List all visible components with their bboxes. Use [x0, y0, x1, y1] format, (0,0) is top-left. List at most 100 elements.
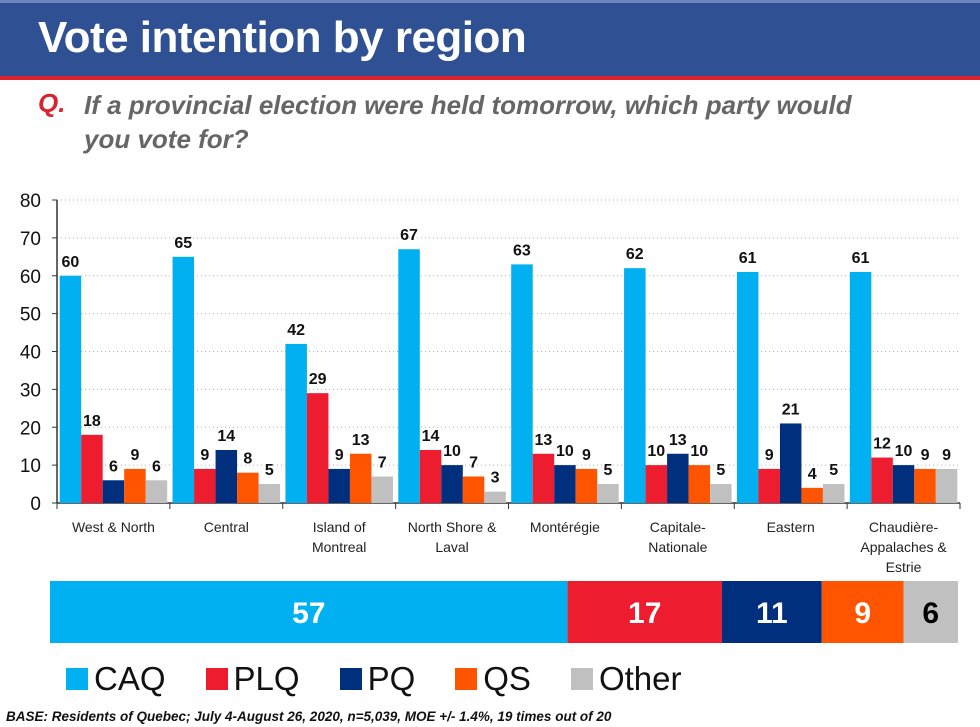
y-tick-label: 50 — [20, 305, 41, 326]
legend-swatch — [570, 668, 593, 690]
bar-caq-1 — [59, 275, 82, 503]
data-label: 10 — [647, 443, 665, 460]
bar-other-5 — [597, 484, 619, 503]
data-label: 61 — [852, 250, 870, 267]
data-label: 18 — [83, 413, 101, 430]
overall-label: 57 — [292, 597, 325, 630]
data-label: 5 — [829, 462, 838, 479]
bar-qs-1 — [124, 468, 146, 503]
bar-plq-1 — [81, 434, 103, 503]
bar-caq-5 — [511, 264, 533, 503]
x-tick-label: Appalaches & — [860, 539, 947, 555]
legend-swatch — [339, 668, 362, 690]
x-tick-label: Montreal — [312, 539, 366, 555]
x-tick-label: Eastern — [767, 519, 815, 535]
legend: CAQ PLQ PQ QS Other — [66, 656, 721, 702]
data-label: 42 — [287, 322, 305, 339]
bar-other-1 — [145, 480, 168, 503]
data-label: 10 — [556, 443, 574, 460]
overall-segment-plq — [567, 581, 722, 643]
data-label: 9 — [582, 447, 591, 464]
bar-qs-4 — [462, 476, 485, 503]
data-label: 5 — [603, 462, 612, 479]
legend-swatch — [66, 668, 88, 690]
x-tick-label: Capitale- — [650, 519, 706, 535]
data-label: 7 — [378, 454, 387, 471]
bar-plq-7 — [758, 468, 780, 503]
bar-caq-7 — [736, 271, 759, 503]
legend-swatch — [455, 668, 478, 690]
bar-plq-6 — [645, 465, 668, 503]
data-label: 13 — [352, 432, 370, 449]
x-tick-label: Montérégie — [530, 519, 600, 535]
bar-pq-7 — [779, 423, 802, 503]
y-tick-label: 70 — [20, 229, 41, 250]
data-label: 5 — [716, 462, 725, 479]
x-tick-label: West & North — [72, 519, 155, 535]
data-label: 65 — [174, 235, 192, 252]
data-label: 67 — [400, 227, 418, 244]
data-label: 9 — [942, 447, 951, 464]
bar-plq-8 — [871, 457, 893, 503]
header-divider — [0, 76, 980, 80]
data-label: 9 — [921, 447, 930, 464]
header-bar: Vote intention by region — [0, 0, 980, 76]
bar-qs-2 — [237, 472, 259, 503]
data-label: 8 — [243, 451, 252, 468]
data-label: 9 — [765, 447, 774, 464]
data-label: 9 — [335, 447, 344, 464]
legend-swatch — [205, 668, 228, 690]
data-label: 60 — [62, 254, 80, 271]
bar-pq-4 — [441, 465, 463, 503]
data-label: 6 — [109, 458, 118, 475]
data-label: 14 — [422, 428, 440, 445]
legend-label: PLQ — [233, 660, 300, 697]
legend-item-qs: QS — [455, 660, 531, 698]
bar-other-8 — [935, 468, 958, 503]
bar-pq-1 — [102, 480, 125, 503]
question-marker: Q. — [38, 88, 66, 118]
y-tick-label: 30 — [20, 380, 41, 401]
footer-note: BASE: Residents of Quebec; July 4-August… — [6, 709, 612, 724]
data-label: 7 — [469, 454, 478, 471]
bar-caq-3 — [285, 343, 307, 503]
overall-segment-other — [903, 581, 958, 643]
bar-caq-2 — [172, 256, 195, 503]
data-label: 12 — [873, 436, 891, 453]
overall-segment-qs — [821, 581, 904, 643]
bar-other-6 — [710, 484, 732, 503]
bar-pq-6 — [667, 453, 689, 503]
data-label: 9 — [130, 447, 139, 464]
bar-plq-5 — [532, 453, 555, 503]
page-title: Vote intention by region — [38, 13, 527, 62]
legend-item-plq: PLQ — [205, 660, 300, 698]
x-tick-label: Central — [204, 519, 249, 535]
data-label: 29 — [309, 371, 327, 388]
data-label: 4 — [808, 466, 817, 483]
legend-item-pq: PQ — [339, 660, 416, 698]
legend-label: PQ — [367, 660, 416, 697]
x-tick-label: Chaudière- — [869, 519, 939, 535]
legend-label: Other — [598, 660, 682, 697]
question-text: If a provincial election were held tomor… — [84, 90, 852, 154]
data-label: 10 — [443, 443, 461, 460]
data-label: 10 — [690, 443, 708, 460]
x-tick-label: Laval — [435, 539, 468, 555]
bar-qs-3 — [349, 453, 372, 503]
bar-pq-2 — [215, 449, 238, 503]
data-label: 9 — [200, 447, 209, 464]
data-label: 10 — [895, 443, 913, 460]
bar-qs-6 — [688, 465, 711, 503]
y-tick-label: 60 — [20, 267, 41, 288]
legend-label: CAQ — [94, 660, 166, 697]
overall-label: 6 — [922, 597, 939, 630]
data-label: 14 — [217, 428, 235, 445]
x-tick-label: Nationale — [648, 539, 707, 555]
x-tick-label: Island of — [313, 519, 366, 535]
overall-segment-caq — [50, 581, 568, 643]
data-label: 13 — [535, 432, 553, 449]
data-label: 61 — [739, 250, 757, 267]
bar-caq-6 — [624, 268, 646, 503]
y-tick-label: 20 — [20, 418, 41, 439]
